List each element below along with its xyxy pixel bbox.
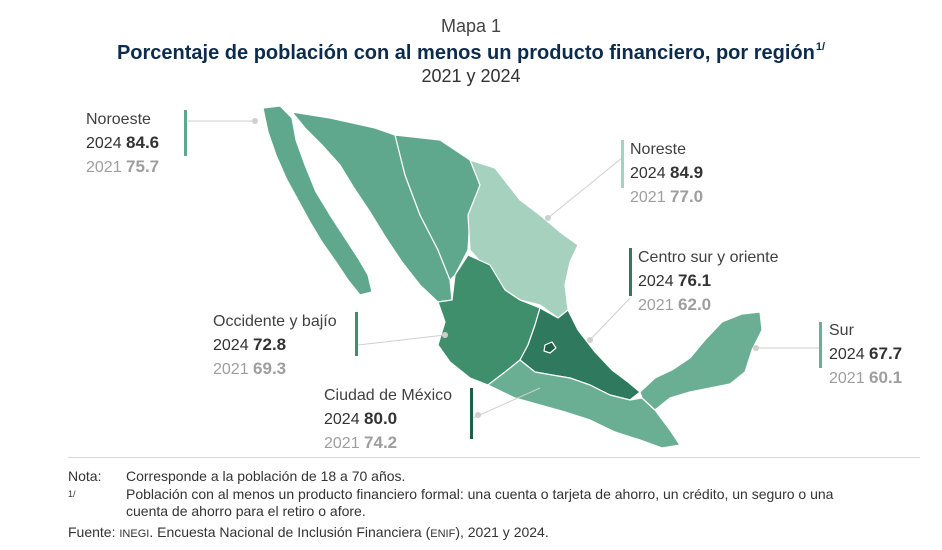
footnote-line2: cuenta de ahorro para el retiro o afore. bbox=[126, 503, 366, 519]
region-name: Noreste bbox=[630, 141, 687, 158]
region-name: Occidente y bajío bbox=[213, 313, 337, 330]
region-name: Ciudad de México bbox=[324, 387, 453, 404]
value-2021: 2021 62.0 bbox=[638, 295, 712, 314]
label-centro-sur: Centro sur y oriente 2024 76.1 2021 62.0 bbox=[638, 246, 779, 317]
value-2024: 2024 84.9 bbox=[630, 163, 704, 182]
note-line: Nota: Corresponde a la población de 18 a … bbox=[68, 468, 405, 485]
region-name: Noroeste bbox=[86, 111, 151, 128]
map-kicker: Mapa 1 bbox=[440, 16, 502, 36]
leader-occidente bbox=[357, 334, 446, 346]
dot-noreste bbox=[545, 215, 551, 221]
region-noroeste-north bbox=[394, 134, 481, 281]
footnote-tag: 1/ bbox=[68, 489, 76, 499]
source-tag: Fuente: bbox=[68, 524, 116, 540]
leader-centro-sur bbox=[589, 297, 631, 341]
label-noreste: Noreste 2024 84.9 2021 77.0 bbox=[630, 138, 703, 209]
value-2024: 2024 72.8 bbox=[213, 335, 287, 354]
region-noroeste-baja bbox=[262, 105, 373, 296]
value-2024: 2024 67.7 bbox=[829, 344, 903, 363]
value-2021: 2021 60.1 bbox=[829, 368, 903, 387]
source-org: INEGI bbox=[119, 528, 150, 540]
region-sur-yucatan bbox=[639, 311, 763, 411]
footnote-cont: cuenta de ahorro para el retiro o afore. bbox=[126, 503, 366, 520]
map-subtitle: 2021 y 2024 bbox=[421, 66, 521, 86]
bar-noreste bbox=[621, 140, 624, 188]
dot-centro-sur bbox=[587, 337, 593, 343]
value-2024: 2024 76.1 bbox=[638, 271, 712, 290]
label-sur: Sur 2024 67.7 2021 60.1 bbox=[829, 319, 902, 390]
dot-cdmx bbox=[475, 412, 481, 418]
label-occidente: Occidente y bajío 2024 72.8 2021 69.3 bbox=[213, 310, 337, 381]
footnote-line1: Población con al menos un producto finan… bbox=[126, 486, 834, 502]
dot-noroeste bbox=[252, 118, 258, 124]
label-noroeste: Noroeste 2024 84.6 2021 75.7 bbox=[86, 108, 159, 179]
title-text: Porcentaje de población con al menos un … bbox=[116, 42, 815, 64]
dot-occidente bbox=[442, 332, 448, 338]
source-text-a: . Encuesta Nacional de Inclusión Financi… bbox=[149, 524, 431, 540]
value-2021: 2021 77.0 bbox=[630, 187, 704, 206]
region-name: Sur bbox=[829, 322, 854, 339]
label-cdmx: Ciudad de México 2024 80.0 2021 74.2 bbox=[324, 384, 452, 455]
dot-sur bbox=[753, 345, 759, 351]
value-2021: 2021 75.7 bbox=[86, 157, 160, 176]
source-text-b: ), 2021 y 2024. bbox=[455, 524, 549, 540]
bar-sur bbox=[819, 322, 822, 368]
note-text: Corresponde a la población de 18 a 70 añ… bbox=[126, 468, 406, 484]
note-tag: Nota: bbox=[68, 468, 102, 484]
bar-centro-sur bbox=[629, 248, 632, 296]
value-2021: 2021 69.3 bbox=[213, 359, 287, 378]
map-title: Porcentaje de población con al menos un … bbox=[0, 41, 942, 65]
bar-noroeste bbox=[184, 110, 187, 156]
value-2021: 2021 74.2 bbox=[324, 433, 398, 452]
region-name: Centro sur y oriente bbox=[638, 249, 779, 266]
value-2024: 2024 84.6 bbox=[86, 133, 160, 152]
value-2024: 2024 80.0 bbox=[324, 409, 398, 428]
region-cdmx bbox=[543, 341, 557, 354]
notes-divider bbox=[68, 457, 920, 458]
title-footnote-mark: 1/ bbox=[815, 41, 826, 53]
source-abbr: ENIF bbox=[430, 528, 456, 540]
bar-occidente bbox=[355, 312, 358, 356]
leader-noreste bbox=[547, 157, 623, 219]
footnote: 1/Población con al menos un producto fin… bbox=[68, 486, 833, 503]
source-line: Fuente: INEGI. Encuesta Nacional de Incl… bbox=[68, 524, 549, 543]
bar-cdmx bbox=[470, 388, 473, 439]
leader-cdmx bbox=[472, 387, 541, 419]
